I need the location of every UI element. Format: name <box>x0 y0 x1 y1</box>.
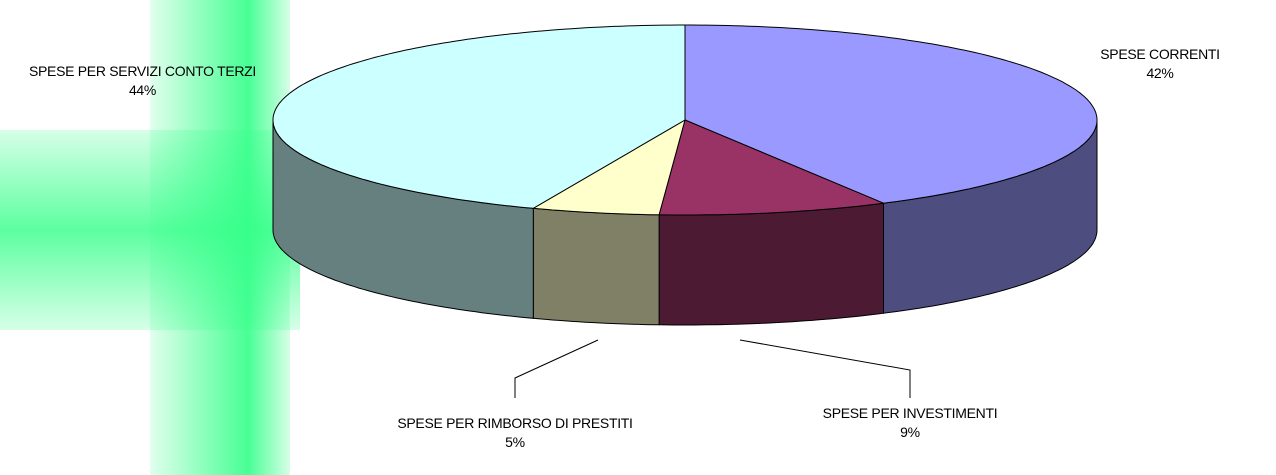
value-label: 5% <box>505 434 525 450</box>
slice <box>684 24 1098 204</box>
leader-line <box>739 339 911 398</box>
slice-label: SPESE PER SERVIZI CONTO TERZI 44% <box>5 62 280 100</box>
slice-label: SPESE PER INVESTIMENTI 9% <box>780 404 1040 442</box>
slice <box>272 24 686 209</box>
pie <box>272 24 1098 326</box>
category-label: SPESE CORRENTI <box>1100 46 1220 62</box>
slice-label: SPESE PER RIMBORSO DI PRESTITI 5% <box>385 414 645 452</box>
background-cross <box>0 0 300 475</box>
value-label: 42% <box>1146 65 1174 81</box>
category-label: SPESE PER RIMBORSO DI PRESTITI <box>397 415 633 431</box>
value-label: 9% <box>900 424 920 440</box>
value-label: 44% <box>128 82 157 98</box>
slice <box>531 118 686 216</box>
slice-side <box>658 202 884 326</box>
slice-side <box>532 207 660 326</box>
category-label: SPESE PER SERVIZI CONTO TERZI <box>28 63 257 79</box>
slice <box>658 119 886 216</box>
slice-label: SPESE CORRENTI 42% <box>1090 45 1230 83</box>
leader-line <box>514 339 599 398</box>
category-label: SPESE PER INVESTIMENTI <box>822 405 998 421</box>
